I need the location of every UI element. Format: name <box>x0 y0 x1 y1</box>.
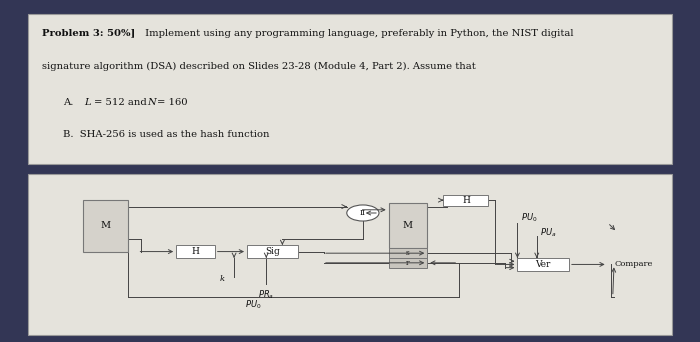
Text: = 160: = 160 <box>155 98 188 107</box>
Text: = 512 and: = 512 and <box>92 98 150 107</box>
Bar <box>247 245 298 258</box>
FancyBboxPatch shape <box>28 14 672 164</box>
Text: M: M <box>403 221 413 231</box>
Text: signature algorithm (DSA) described on Slides 23-28 (Module 4, Part 2). Assume t: signature algorithm (DSA) described on S… <box>42 62 476 71</box>
Circle shape <box>346 205 379 221</box>
Text: Ver: Ver <box>536 260 551 269</box>
Text: r: r <box>406 259 410 267</box>
FancyBboxPatch shape <box>28 174 672 335</box>
Bar <box>83 200 128 252</box>
Text: II: II <box>360 209 366 217</box>
Text: Sig: Sig <box>265 247 280 256</box>
Text: H: H <box>462 196 470 205</box>
Text: A.: A. <box>64 98 80 107</box>
Text: $PU_a$: $PU_a$ <box>540 226 557 238</box>
Text: L: L <box>84 98 91 107</box>
Text: Implement using any programming language, preferably in Python, the NIST digital: Implement using any programming language… <box>142 29 573 38</box>
Bar <box>443 195 489 206</box>
Text: s: s <box>406 249 410 257</box>
Text: $PU_0$: $PU_0$ <box>521 212 537 224</box>
Text: M: M <box>100 221 111 231</box>
Text: k: k <box>219 275 225 283</box>
Bar <box>389 258 427 268</box>
Text: B.  SHA-256 is used as the hash function: B. SHA-256 is used as the hash function <box>64 130 270 139</box>
Text: $PR_a$: $PR_a$ <box>258 289 274 301</box>
Text: H: H <box>192 247 199 256</box>
Bar <box>389 203 427 248</box>
Text: Compare: Compare <box>614 261 652 268</box>
Text: Problem 3: 50%]: Problem 3: 50%] <box>42 29 135 38</box>
Bar <box>389 248 427 258</box>
Text: N: N <box>147 98 156 107</box>
Bar <box>176 245 215 258</box>
Text: $PU_0$: $PU_0$ <box>245 298 262 311</box>
Bar <box>517 258 569 271</box>
